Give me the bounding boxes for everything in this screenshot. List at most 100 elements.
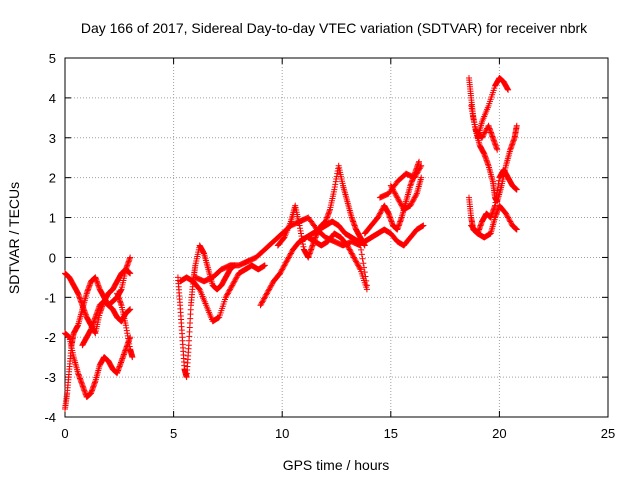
data-point [234, 273, 241, 280]
data-point [223, 293, 230, 300]
data-point [261, 295, 268, 302]
data-point [418, 174, 425, 181]
data-point [127, 254, 134, 261]
data-point [409, 198, 416, 205]
data-point [287, 250, 294, 257]
series-sat-r [468, 202, 520, 241]
data-point [127, 270, 134, 277]
data-point [392, 191, 399, 198]
data-point [279, 265, 286, 272]
data-point [347, 249, 354, 256]
data-point [503, 211, 510, 218]
data-point [506, 217, 513, 224]
data-point [502, 210, 509, 217]
data-point [224, 290, 231, 297]
data-point [397, 201, 404, 208]
data-point [481, 129, 488, 136]
x-tick-label: 0 [61, 426, 68, 441]
data-point [376, 210, 383, 217]
series-sat-d [79, 298, 134, 349]
series-sat-k [305, 230, 370, 293]
y-tick-label: -4 [44, 410, 56, 425]
data-point [260, 296, 267, 303]
series-sat-j [274, 162, 368, 261]
data-point [358, 251, 365, 258]
series-sat-s [472, 122, 501, 153]
data-point [282, 259, 289, 266]
data-point [505, 215, 512, 222]
y-tick-label: -2 [44, 330, 56, 345]
data-point [420, 222, 427, 229]
y-tick-label: 5 [49, 51, 56, 66]
data-point [348, 250, 355, 257]
data-point [350, 254, 357, 261]
data-point [195, 285, 202, 292]
data-point [408, 201, 415, 208]
data-point [280, 235, 287, 242]
data-point [345, 245, 352, 252]
data-point [229, 282, 236, 289]
data-point [231, 278, 238, 285]
data-point [346, 246, 353, 253]
data-point [277, 269, 284, 276]
data-point [392, 190, 399, 197]
data-point [513, 122, 520, 129]
data-point [127, 306, 134, 313]
data-point [396, 198, 403, 205]
data-point [411, 194, 418, 201]
data-point [269, 281, 276, 288]
data-point [129, 354, 136, 361]
data-point [277, 270, 284, 277]
x-axis-label: GPS time / hours [283, 457, 390, 473]
series-sat-g [177, 262, 268, 325]
y-tick-label: 3 [49, 131, 56, 146]
data-point [505, 214, 512, 221]
series-sat-n [361, 158, 423, 237]
series-sat-b [62, 330, 134, 401]
data-point [225, 289, 232, 296]
data-point [481, 130, 488, 137]
data-point [361, 242, 368, 249]
data-point [259, 298, 266, 305]
y-tick-label: -1 [44, 290, 56, 305]
data-point [286, 253, 293, 260]
data-point [344, 242, 351, 249]
data-point [280, 263, 287, 270]
data-point [377, 209, 384, 216]
data-point [228, 283, 235, 290]
x-tick-label: 25 [601, 426, 615, 441]
data-point [227, 286, 234, 293]
data-point [258, 299, 265, 306]
data-point [353, 258, 360, 265]
data-point [232, 275, 239, 282]
data-point [281, 262, 288, 269]
grid-lines [65, 58, 608, 417]
data-points [62, 74, 520, 413]
data-point [412, 193, 419, 200]
data-point [263, 291, 270, 298]
data-point [279, 266, 286, 273]
data-point [258, 300, 265, 307]
data-point [504, 213, 511, 220]
data-point [350, 253, 357, 260]
data-point [266, 286, 273, 293]
y-tick-label: 2 [49, 171, 56, 186]
data-point [263, 290, 270, 297]
data-point [480, 132, 487, 139]
data-point [355, 263, 362, 270]
data-point [507, 218, 514, 225]
data-point [413, 191, 420, 198]
data-point [349, 251, 356, 258]
data-point [353, 259, 360, 266]
data-point [479, 133, 486, 140]
y-tick-label: 1 [49, 211, 56, 226]
y-tick-label: 4 [49, 91, 56, 106]
data-point [262, 293, 269, 300]
series-sat-e [114, 290, 136, 361]
data-point [507, 219, 514, 226]
data-point [394, 194, 401, 201]
chart-title: Day 166 of 2017, Sidereal Day-to-day VTE… [81, 20, 588, 36]
data-point [375, 213, 382, 220]
data-point [513, 226, 520, 233]
